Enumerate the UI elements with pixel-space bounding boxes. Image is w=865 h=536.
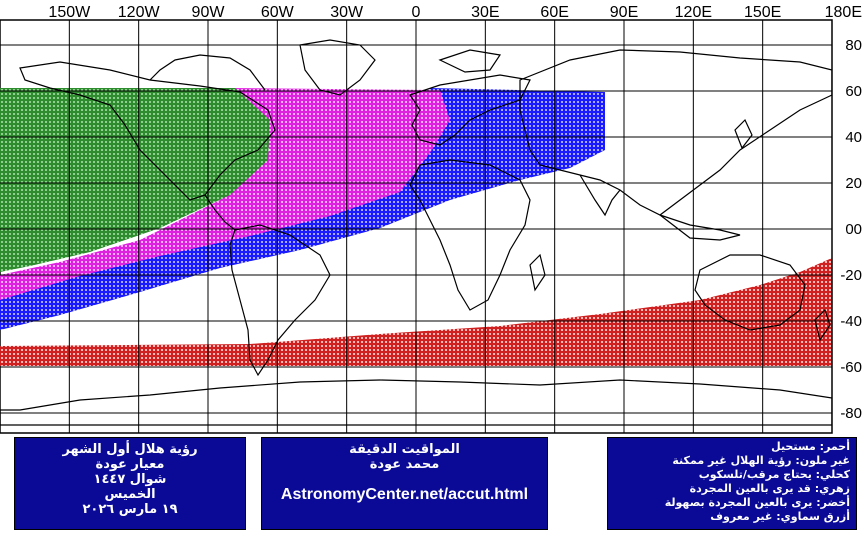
zone-magenta: [0, 88, 450, 300]
source-panel: المواقيت الدقيقة محمد عودة AstronomyCent…: [261, 437, 548, 530]
latitude-labels: 80 60 40 20 00 -20 -40 -60 -80: [840, 37, 862, 422]
longitude-label: 90W: [192, 4, 226, 21]
month-line: شوال ١٤٤٧: [93, 472, 167, 487]
latitude-label: 80: [845, 37, 862, 54]
longitude-label: 30W: [330, 4, 364, 21]
longitude-label: 60E: [540, 4, 568, 21]
date-line: ١٩ مارس ٢٠٢٦: [82, 502, 178, 517]
author-name: محمد عودة: [369, 457, 440, 472]
latitude-label: -20: [840, 267, 862, 284]
longitude-label: 180E: [825, 4, 862, 21]
coastlines: [0, 39, 832, 426]
longitude-label: 120E: [675, 4, 712, 21]
latitude-label: 20: [845, 175, 862, 192]
longitude-label: 150E: [744, 4, 781, 21]
latitude-label: -40: [840, 313, 862, 330]
source-url[interactable]: AstronomyCenter.net/accut.html: [280, 486, 529, 503]
latitude-label: 00: [845, 221, 862, 238]
zone-green: [0, 88, 270, 272]
legend-pink: زهري: قد يرى بالعين المجردة: [689, 482, 850, 495]
latitude-label: -80: [840, 405, 862, 422]
longitude-label: 60W: [261, 4, 295, 21]
legend-navy: كحلي: يحتاج مرقب/تلسكوب: [698, 468, 850, 481]
latitude-label: 60: [845, 83, 862, 100]
title-panel: رؤية هلال أول الشهر معيار عودة شوال ١٤٤٧…: [14, 437, 246, 530]
longitude-label: 150W: [48, 4, 91, 21]
longitude-label: 120W: [118, 4, 161, 21]
weekday-line: الخميس: [104, 487, 156, 502]
latitude-label: 40: [845, 129, 862, 146]
zone-blue: [0, 88, 605, 330]
title-line: رؤية هلال أول الشهر: [62, 442, 198, 457]
latitude-label: -60: [840, 359, 862, 376]
longitude-label: 90E: [610, 4, 638, 21]
legend-panel: أحمر: مستحيل غير ملون: رؤية الهلال غير م…: [607, 437, 857, 530]
source-title: المواقيت الدقيقة: [349, 442, 460, 457]
longitude-label: 30E: [471, 4, 499, 21]
grid: [0, 20, 833, 433]
legend-uncolored: غير ملون: رؤية الهلال غير ممكنة: [672, 454, 850, 467]
legend-red: أحمر: مستحيل: [771, 440, 850, 453]
criterion-line: معيار عودة: [95, 457, 165, 472]
legend-green: أخضر: يرى بالعين المجردة بصهولة: [664, 496, 850, 509]
longitude-labels: 150W 120W 90W 60W 30W 0 30E 60E 90E 120E 150E 180E: [48, 4, 862, 21]
longitude-label: 0: [412, 4, 421, 21]
legend-cyan: أزرق سماوي: غير معروف: [710, 510, 850, 523]
